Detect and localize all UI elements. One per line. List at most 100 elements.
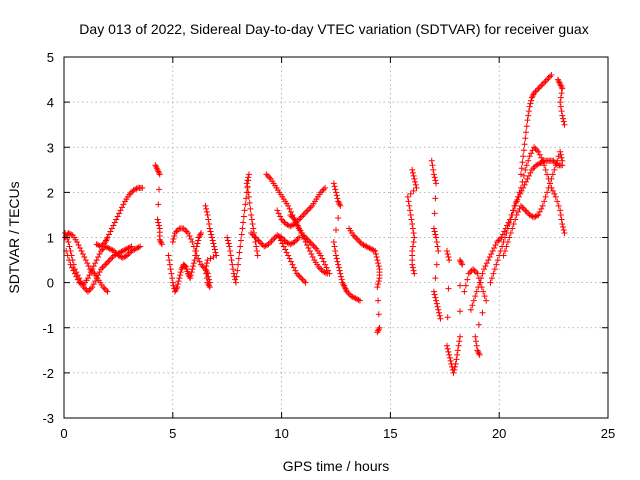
data-point bbox=[351, 233, 358, 240]
data-point bbox=[282, 246, 289, 253]
data-point bbox=[458, 260, 465, 267]
series-arc12 bbox=[274, 184, 329, 230]
data-point bbox=[68, 231, 75, 238]
data-point bbox=[473, 288, 480, 295]
x-tick-label: 15 bbox=[383, 426, 397, 441]
data-point bbox=[190, 263, 197, 270]
data-point bbox=[546, 73, 553, 80]
data-point bbox=[233, 273, 240, 280]
data-point bbox=[538, 82, 545, 89]
data-point bbox=[96, 251, 103, 258]
data-point bbox=[74, 239, 81, 246]
data-point bbox=[243, 195, 250, 202]
data-point bbox=[290, 264, 297, 271]
data-point bbox=[110, 222, 117, 229]
data-point bbox=[428, 157, 435, 164]
data-point bbox=[248, 216, 255, 223]
chart-title: Day 013 of 2022, Sidereal Day-to-day VTE… bbox=[79, 21, 588, 37]
data-point bbox=[375, 297, 382, 304]
data-point bbox=[335, 264, 342, 271]
data-point bbox=[277, 237, 284, 244]
data-point bbox=[457, 282, 464, 289]
data-point bbox=[244, 184, 251, 191]
data-point bbox=[409, 166, 416, 173]
data-point bbox=[305, 245, 312, 252]
data-point bbox=[354, 236, 361, 243]
data-point bbox=[432, 195, 439, 202]
data-point bbox=[444, 314, 451, 321]
data-point bbox=[203, 260, 210, 267]
y-tick-label: 4 bbox=[47, 95, 54, 110]
data-point bbox=[333, 189, 339, 196]
data-point bbox=[560, 118, 567, 125]
data-point bbox=[558, 90, 565, 97]
data-point bbox=[485, 257, 492, 264]
data-point bbox=[454, 351, 461, 358]
data-point bbox=[541, 162, 548, 169]
data-point bbox=[101, 285, 108, 292]
data-point bbox=[557, 207, 564, 214]
data-point bbox=[203, 208, 210, 215]
data-point bbox=[374, 257, 381, 264]
data-point bbox=[483, 260, 490, 267]
data-point bbox=[76, 245, 83, 252]
data-point bbox=[198, 261, 205, 268]
data-point bbox=[446, 354, 453, 361]
x-tick-label: 0 bbox=[60, 426, 67, 441]
data-point bbox=[480, 288, 487, 295]
data-point bbox=[156, 186, 163, 193]
data-point bbox=[490, 270, 497, 277]
data-point bbox=[370, 247, 377, 254]
data-point bbox=[211, 246, 218, 253]
data-point bbox=[489, 248, 496, 255]
data-point bbox=[183, 228, 190, 235]
data-point bbox=[239, 225, 246, 232]
data-point bbox=[82, 257, 89, 264]
series-arc13 bbox=[276, 234, 309, 286]
data-point bbox=[174, 284, 181, 291]
x-tick-label: 5 bbox=[169, 426, 176, 441]
data-point bbox=[457, 258, 464, 265]
data-point bbox=[544, 76, 551, 83]
data-point bbox=[247, 205, 254, 212]
data-point bbox=[335, 261, 342, 268]
data-point bbox=[483, 297, 490, 304]
data-point bbox=[206, 284, 213, 291]
data-point bbox=[307, 204, 314, 211]
data-point bbox=[189, 239, 196, 246]
data-point bbox=[65, 239, 72, 246]
series-arc8 bbox=[202, 202, 220, 291]
data-point bbox=[176, 275, 183, 282]
series-arc16 bbox=[346, 225, 383, 336]
data-point bbox=[494, 239, 501, 246]
data-point bbox=[412, 178, 419, 185]
data-point bbox=[557, 103, 564, 110]
data-point bbox=[338, 276, 345, 283]
data-point bbox=[64, 252, 71, 259]
data-point bbox=[99, 264, 106, 271]
data-point bbox=[187, 272, 194, 279]
data-point bbox=[168, 270, 175, 277]
data-point bbox=[206, 282, 213, 289]
data-point bbox=[406, 202, 413, 209]
data-point bbox=[174, 281, 181, 288]
data-point bbox=[558, 154, 565, 161]
data-point bbox=[471, 267, 478, 274]
data-point bbox=[493, 261, 500, 268]
data-point bbox=[541, 79, 548, 86]
data-point bbox=[436, 312, 443, 319]
data-point bbox=[413, 184, 420, 191]
data-point bbox=[196, 232, 203, 239]
data-point bbox=[186, 232, 193, 239]
data-point bbox=[488, 275, 495, 282]
data-point bbox=[535, 148, 542, 155]
data-point bbox=[320, 258, 327, 265]
data-point bbox=[527, 100, 534, 107]
data-point bbox=[111, 219, 118, 226]
data-point bbox=[322, 261, 329, 268]
data-point bbox=[337, 202, 344, 209]
data-point bbox=[169, 239, 176, 246]
data-point bbox=[464, 276, 471, 283]
series-arc10 bbox=[248, 229, 303, 250]
data-point bbox=[557, 151, 564, 158]
